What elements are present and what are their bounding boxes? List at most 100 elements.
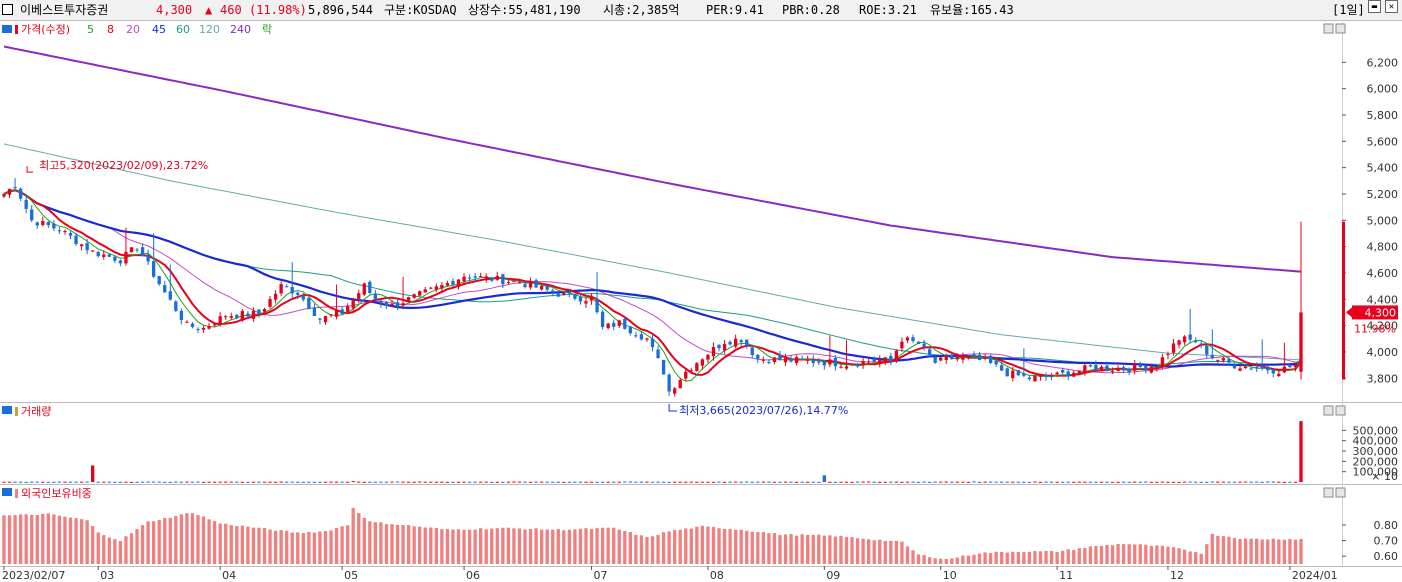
candle-body <box>406 297 411 301</box>
chart-header: 이베스트투자증권 4,300 ▲ 460 (11.98%) 5,896,544 … <box>0 0 1402 21</box>
volume-bar <box>1055 481 1059 483</box>
pane-minimize-icon[interactable] <box>1323 23 1334 34</box>
pane-close-icon[interactable] <box>1335 405 1346 416</box>
volume-bar <box>273 481 278 483</box>
foreign-ratio-bar <box>224 523 228 564</box>
volume-bar <box>429 481 433 483</box>
price-pane[interactable] <box>0 22 1342 402</box>
change-percent: (11.98%) <box>249 3 307 17</box>
candle-body <box>612 322 616 327</box>
volume-bar <box>961 481 965 483</box>
foreign-ratio-bar <box>806 534 810 564</box>
candle-body <box>811 359 815 363</box>
volume-bar <box>168 481 172 483</box>
foreign-ratio-bar <box>739 529 743 564</box>
volume-bar <box>329 481 333 483</box>
volume-bar <box>656 481 660 483</box>
volume-bar <box>1254 481 1259 483</box>
foreign-ratio-bar <box>190 513 195 564</box>
foreign-ratio-bar <box>578 528 583 564</box>
foreign-ratio-bar <box>118 541 123 564</box>
y-tick-label: 4,400 <box>1367 293 1399 306</box>
volume-bar <box>916 481 921 483</box>
foreign-ratio-plot[interactable] <box>2 507 1303 564</box>
volume-bar <box>185 481 189 483</box>
candle-body <box>79 244 84 247</box>
candle-body <box>68 232 73 236</box>
candle-body <box>567 292 572 294</box>
volume-bar <box>1072 481 1076 483</box>
stock-chart[interactable]: 가격(수정) 5 8 20 45 60 120 240 락 거래량 외국인보유비… <box>0 21 1402 582</box>
candle-body <box>1055 372 1059 375</box>
foreign-ratio-bar <box>140 525 145 564</box>
pane-minimize-icon[interactable] <box>1323 487 1334 498</box>
foreign-ratio-bar <box>850 537 854 564</box>
volume-bar <box>1016 481 1020 483</box>
foreign-ratio-bar <box>1227 536 1231 564</box>
foreign-ratio-bar <box>157 520 161 564</box>
candle-body <box>1110 370 1115 372</box>
candle-body <box>1238 368 1242 371</box>
foreign-ratio-bar <box>1182 549 1187 564</box>
candle-body <box>118 260 123 264</box>
stock-name[interactable]: 이베스트투자증권 <box>20 3 109 17</box>
volume-bar <box>279 481 283 483</box>
candle-body <box>190 323 195 327</box>
candle-body <box>673 388 677 394</box>
volume-bar <box>318 481 322 483</box>
volume-bar <box>1022 481 1026 483</box>
foreign-ratio-bar <box>678 529 682 564</box>
foreign-ratio-bar <box>634 534 638 564</box>
volume-bar <box>307 481 311 483</box>
candle-body <box>102 254 106 257</box>
candle-body <box>1000 365 1004 371</box>
volume-unit: × 10 <box>1371 470 1398 483</box>
price-plot[interactable] <box>2 45 1303 397</box>
foreign-ratio-bar <box>257 527 261 564</box>
foreign-ratio-bar <box>1249 538 1253 564</box>
foreign-ratio-bar <box>1277 539 1281 564</box>
foreign-ratio-bar <box>235 526 239 564</box>
checkbox-icon[interactable] <box>2 4 13 15</box>
candle-body <box>623 318 627 329</box>
volume-bar <box>1088 481 1093 483</box>
foreign-ratio-bar <box>129 533 134 564</box>
volume-pane[interactable] <box>0 404 1342 484</box>
foreign-ratio-bar <box>1033 551 1037 564</box>
candle-body <box>296 292 300 295</box>
pane-close-icon[interactable] <box>1335 487 1346 498</box>
foreign-ratio-bar <box>229 525 233 564</box>
volume-bar <box>345 481 350 483</box>
candle-body <box>201 327 206 330</box>
volume-plot[interactable] <box>2 421 1303 483</box>
foreign-ratio-bar <box>63 516 67 564</box>
volume-bar <box>617 481 621 483</box>
foreign-ratio-bar <box>379 522 383 564</box>
foreign-ratio-bar <box>839 535 843 564</box>
pane-close-icon[interactable] <box>1335 23 1346 34</box>
candle-body <box>1022 373 1026 376</box>
foreign-ratio-bar <box>783 534 788 564</box>
volume-bar <box>340 481 344 483</box>
candle-body <box>922 343 926 347</box>
volume-bar <box>251 481 256 483</box>
foreign-ratio-bar <box>85 520 89 564</box>
foreign-ratio-bar <box>30 514 34 564</box>
candle-body <box>1171 343 1176 353</box>
volume-bar <box>224 481 228 483</box>
pane-minimize-icon[interactable] <box>1323 405 1334 416</box>
market-cap: 시총:2,385억 <box>603 3 680 17</box>
candle-body <box>800 358 804 360</box>
volume-bar <box>872 481 876 483</box>
foreign-ratio-bar <box>523 529 527 564</box>
candle-body <box>24 200 28 209</box>
volume-bar <box>867 481 871 483</box>
y-tick-label: 0.60 <box>1374 550 1399 563</box>
minimize-icon[interactable]: ▬ <box>1368 0 1381 13</box>
volume-bar <box>1249 481 1253 483</box>
volume-bar <box>1182 481 1187 483</box>
foreign-ratio-bar <box>406 525 411 564</box>
close-icon[interactable]: ✕ <box>1385 0 1398 13</box>
period-selector[interactable]: [1일] <box>1332 3 1365 17</box>
candle-body <box>129 247 134 253</box>
